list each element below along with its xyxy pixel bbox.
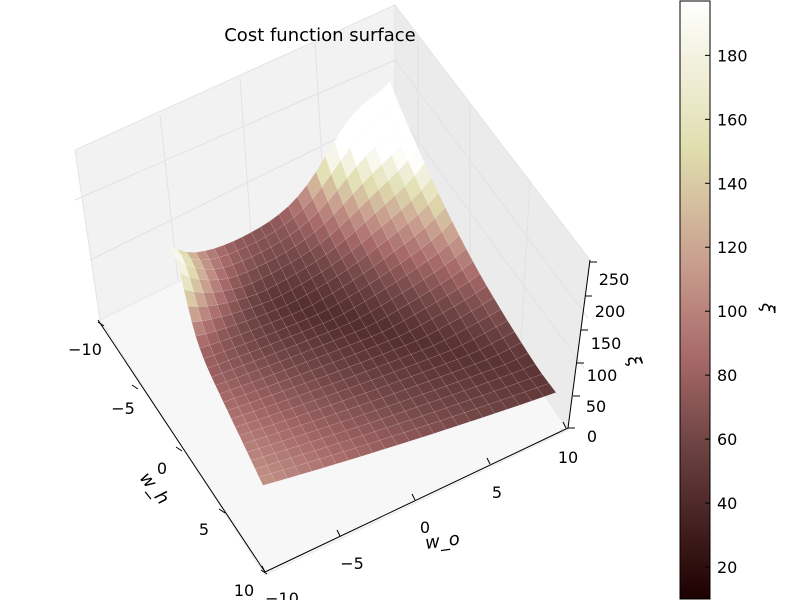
wh-tick-label: 5 bbox=[199, 520, 209, 539]
surface-facet bbox=[355, 443, 374, 457]
z-tick-label: 100 bbox=[587, 366, 618, 385]
wh-tick-label: 10 bbox=[234, 581, 254, 600]
wh-axis-line bbox=[97, 319, 266, 573]
wo-tick-label: 5 bbox=[492, 483, 502, 502]
z-tick-label: 0 bbox=[587, 427, 597, 446]
wo-axis-line bbox=[264, 427, 569, 573]
wh-axis-label: w_h bbox=[135, 468, 173, 509]
surface-facet bbox=[258, 473, 276, 486]
z-tick-label: 150 bbox=[591, 334, 622, 353]
axis-spines bbox=[97, 259, 591, 573]
wo-tick-label: 10 bbox=[558, 448, 578, 467]
colorbar-tick-label: 60 bbox=[717, 430, 737, 449]
z-tick-labels: 0 50 100 150 200 250 bbox=[586, 270, 629, 446]
surface-facet bbox=[331, 451, 349, 465]
cost-surface bbox=[167, 81, 557, 486]
tick-marks bbox=[97, 261, 597, 575]
surface-facet bbox=[319, 455, 337, 468]
colorbar-tick-label: 80 bbox=[717, 366, 737, 385]
z-tick-label: 50 bbox=[586, 397, 606, 416]
colorbar-tick-label: 20 bbox=[717, 558, 737, 577]
wo-tick-label: −10 bbox=[265, 589, 299, 600]
wo-tick-label: 0 bbox=[420, 518, 430, 537]
z-tick-label: 200 bbox=[595, 302, 626, 321]
wh-tick-label: −5 bbox=[111, 399, 135, 418]
wo-tick-label: −5 bbox=[340, 554, 364, 573]
colorbar-tick-label: 180 bbox=[717, 46, 748, 65]
colorbar: 20 40 60 80 100 120 140 160 180 ξ bbox=[679, 0, 778, 600]
wh-tick-labels: −10 −5 0 5 10 bbox=[68, 340, 254, 600]
wo-tick-labels: −10 −5 0 5 10 bbox=[265, 448, 578, 600]
surface-facet bbox=[403, 428, 423, 442]
colorbar-ticks: 20 40 60 80 100 120 140 160 180 bbox=[705, 46, 748, 577]
colorbar-tick-label: 140 bbox=[717, 174, 748, 193]
wh-tick-label: −10 bbox=[68, 340, 102, 359]
wh-tick-label: 0 bbox=[157, 459, 167, 478]
wo-axis-label: w_o bbox=[424, 528, 461, 554]
z-axis-label: ξ bbox=[622, 352, 646, 370]
surface-facet bbox=[500, 395, 520, 410]
z-axis-line bbox=[567, 259, 591, 429]
colorbar-gradient bbox=[679, 0, 711, 600]
colorbar-tick-label: 100 bbox=[717, 302, 748, 321]
surface-facet bbox=[464, 408, 484, 422]
z-tick-label: 250 bbox=[599, 270, 630, 289]
chart-title: Cost function surface bbox=[224, 25, 416, 46]
surface-facet bbox=[476, 404, 496, 418]
colorbar-tick-label: 120 bbox=[717, 238, 748, 257]
colorbar-tick-label: 160 bbox=[717, 110, 748, 129]
colorbar-label: ξ bbox=[757, 302, 778, 314]
colorbar-tick-label: 40 bbox=[717, 494, 737, 513]
